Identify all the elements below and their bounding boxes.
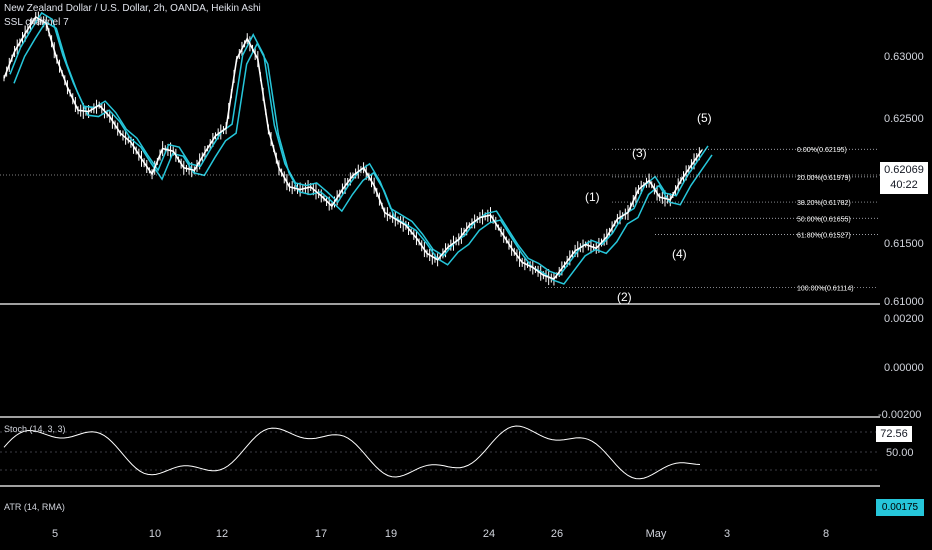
fib-label: 38.20%(0.61782) — [797, 200, 851, 207]
ssl-channel-lower — [13, 20, 713, 285]
time-tick: 26 — [551, 528, 563, 540]
current-price-badge: 0.62069 40:22 — [880, 162, 928, 194]
bar-countdown: 40:22 — [890, 179, 918, 191]
wave-label: (2) — [617, 290, 632, 304]
time-tick: 12 — [216, 528, 228, 540]
time-tick: May — [646, 528, 667, 540]
fib-label: 50.00%(0.61655) — [797, 216, 851, 223]
wave-label: (3) — [632, 146, 647, 160]
price-tick-0.63000: 0.63000 — [884, 51, 924, 63]
time-tick: 5 — [52, 528, 58, 540]
time-tick: 8 — [823, 528, 829, 540]
wave-label: (4) — [672, 247, 687, 261]
fibonacci-retracement[interactable]: 0.00%(0.62195) 20.00%(0.61979) 38.20%(0.61… — [545, 147, 878, 292]
time-tick: 19 — [385, 528, 397, 540]
chart-header: New Zealand Dollar / U.S. Dollar, 2h, OA… — [4, 2, 261, 30]
time-tick: 10 — [149, 528, 161, 540]
atr-value-badge: 0.00175 — [876, 499, 924, 516]
price-tick-0.61000: 0.61000 — [884, 296, 924, 308]
fib-label: 20.00%(0.61979) — [797, 175, 851, 182]
stoch-value-badge: 72.56 — [876, 426, 912, 442]
osc-tick--0.00200: -0.00200 — [878, 409, 921, 421]
price-tick-0.61500: 0.61500 — [884, 238, 924, 250]
osc-tick-0.00200: 0.00200 — [884, 313, 924, 325]
time-tick: 17 — [315, 528, 327, 540]
fib-label: 61.80%(0.61527) — [797, 233, 851, 240]
time-tick: 3 — [724, 528, 730, 540]
wave-label: (5) — [697, 111, 712, 125]
fib-label: 0.00%(0.62195) — [797, 147, 847, 154]
stoch-level-50: 50.00 — [886, 447, 914, 459]
stoch-line — [3, 425, 701, 480]
fib-label: 100.00%(0.61114) — [797, 285, 854, 292]
time-axis[interactable]: 5 10 12 17 19 24 26 May 3 8 — [52, 528, 829, 540]
osc-tick-0.00000: 0.00000 — [884, 362, 924, 374]
atr-label[interactable]: ATR (14, RMA) — [4, 502, 65, 512]
wave-label: (1) — [585, 190, 600, 204]
time-tick: 24 — [483, 528, 495, 540]
stoch-label[interactable]: Stoch (14, 3, 3) — [4, 424, 66, 434]
indicator-label[interactable]: SSL channel 7 — [4, 17, 69, 28]
price-line — [3, 15, 703, 280]
symbol-title[interactable]: New Zealand Dollar / U.S. Dollar, 2h, OA… — [4, 3, 261, 14]
elliott-wave-labels: (1) (2) (3) (4) (5) — [585, 111, 712, 304]
current-price-value: 0.62069 — [884, 164, 924, 176]
price-tick-0.62500: 0.62500 — [884, 113, 924, 125]
